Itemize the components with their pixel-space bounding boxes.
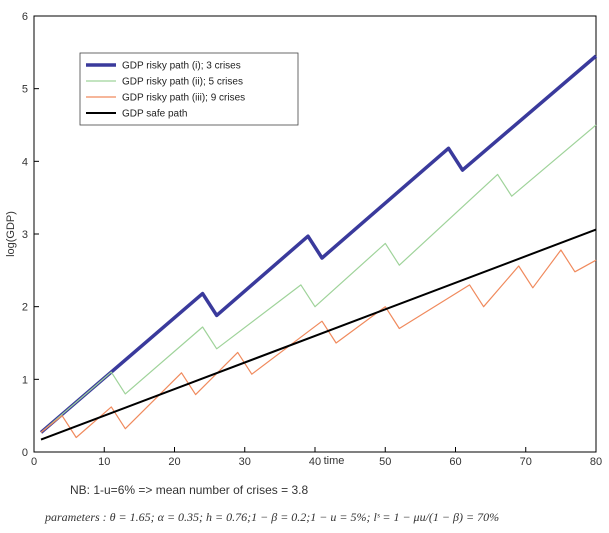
series-line-3: [40, 249, 597, 439]
crises-note: NB: 1-u=6% => mean number of crises = 3.…: [70, 483, 309, 497]
y-tick-label: 2: [22, 302, 28, 314]
x-tick-label: 80: [590, 456, 602, 468]
x-tick-label: 0: [31, 456, 37, 468]
gdp-chart: 0 10 20 30 40 50 60 70 80 0 1 2 3 4 5 6 log(GDP) time G…: [5, 11, 602, 468]
series-line-1: [39, 54, 598, 434]
x-axis-label: time: [324, 455, 345, 467]
x-tick-label: 50: [379, 456, 391, 468]
x-tick-label: 30: [239, 456, 251, 468]
series-line-2: [40, 124, 597, 433]
parameters-note: parameters : θ = 1.65; α = 0.35; h = 0.7…: [45, 510, 500, 524]
series-lines: [39, 54, 598, 441]
legend: GDP risky path (i); 3 crises GDP risky pa…: [79, 52, 299, 126]
x-tick-label: 20: [168, 456, 180, 468]
x-tick-label: 70: [520, 456, 532, 468]
axis-ticks: 0 10 20 30 40 50 60 70 80 0 1 2 3 4 5 6: [22, 11, 602, 468]
y-axis-label: log(GDP): [5, 211, 17, 257]
legend-box: [79, 52, 299, 126]
y-tick-label: 0: [22, 447, 28, 459]
x-tick-label: 60: [449, 456, 461, 468]
legend-label-3: GDP risky path (iii); 9 crises: [122, 93, 245, 104]
y-tick-label: 1: [22, 374, 28, 386]
series-line-4: [40, 228, 597, 441]
y-tick-label: 6: [22, 11, 28, 23]
legend-label-2: GDP risky path (ii); 5 crises: [122, 77, 243, 88]
y-tick-label: 5: [22, 84, 28, 96]
y-tick-label: 3: [22, 229, 28, 241]
legend-label-4: GDP safe path: [122, 109, 187, 120]
legend-label-1: GDP risky path (i); 3 crises: [122, 61, 241, 72]
x-tick-label: 40: [309, 456, 321, 468]
x-tick-label: 10: [98, 456, 110, 468]
y-tick-label: 4: [22, 156, 28, 168]
